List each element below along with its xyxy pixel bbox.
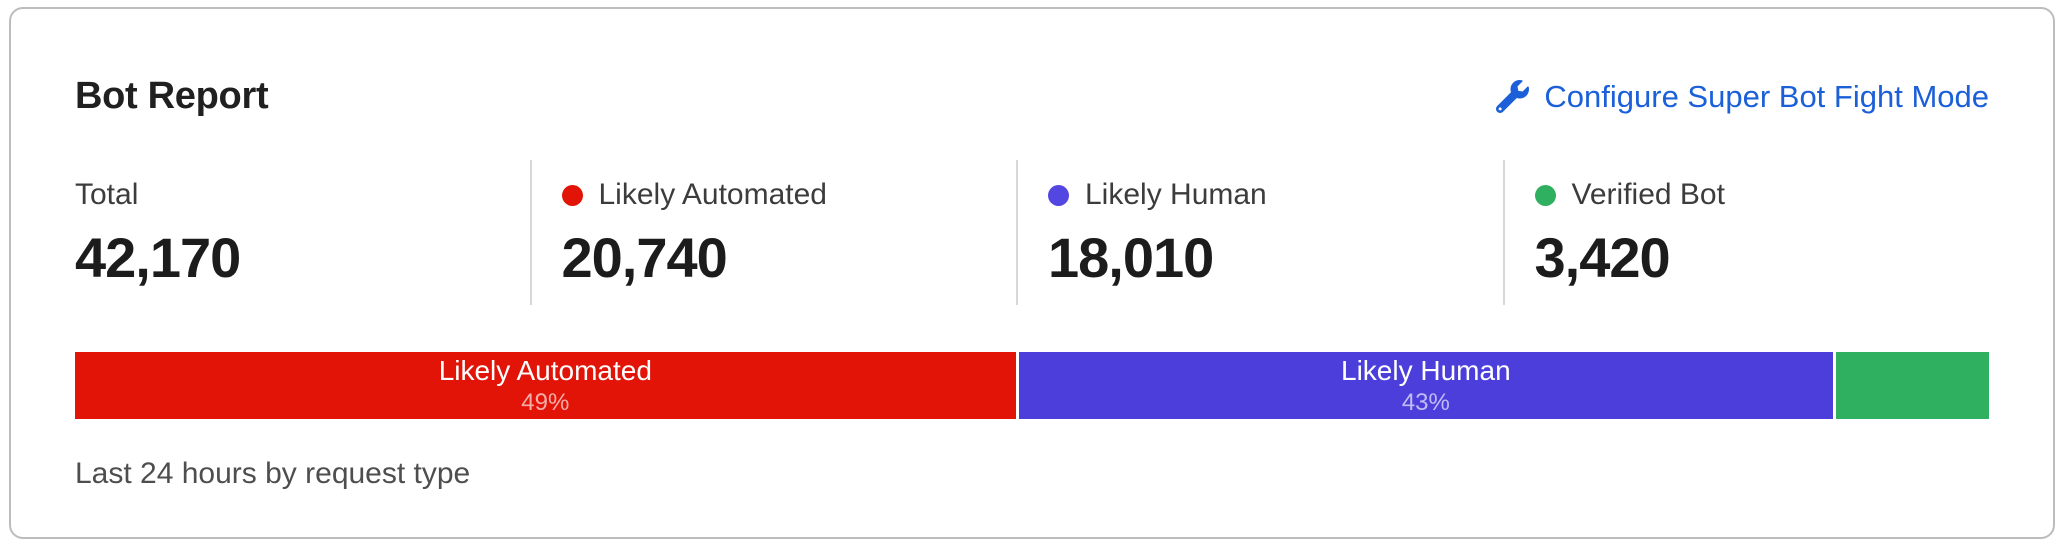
bar-segment-likely-automated-label: Likely Automated (438, 354, 652, 386)
bar-segment-likely-human-percent: 43% (1401, 388, 1450, 416)
bar-segment-likely-human: Likely Human 43% (1018, 352, 1834, 419)
bar-segment-verified-bot (1836, 352, 1989, 419)
stat-total-label: Total (75, 178, 139, 211)
stat-likely-automated-label: Likely Automated (598, 178, 827, 211)
stat-verified-bot: Verified Bot 3,420 (1502, 160, 1990, 305)
caption: Last 24 hours by request type (75, 457, 471, 490)
configure-link-label: Configure Super Bot Fight Mode (1544, 78, 1989, 114)
stat-likely-human-value: 18,010 (1048, 226, 1214, 289)
stat-verified-bot-value: 3,420 (1534, 226, 1671, 289)
bar-segment-likely-automated-percent: 49% (521, 388, 570, 416)
bar-segment-likely-human-label: Likely Human (1341, 354, 1511, 386)
stats-row: Total 42,170 Likely Automated 20,740 Lik… (75, 160, 1989, 305)
verified-bot-dot-icon (1534, 184, 1556, 206)
likely-automated-dot-icon (561, 184, 583, 206)
configure-super-bot-fight-mode-link[interactable]: Configure Super Bot Fight Mode (1496, 79, 1989, 115)
card-header: Bot Report Configure Super Bot Fight Mod… (75, 75, 1989, 118)
wrench-icon (1496, 80, 1530, 113)
card-title: Bot Report (75, 75, 269, 117)
likely-human-dot-icon (1048, 184, 1069, 206)
stat-likely-automated-value: 20,740 (561, 226, 728, 289)
stat-likely-human-label: Likely Human (1085, 178, 1267, 211)
bot-report-card: Bot Report Configure Super Bot Fight Mod… (9, 7, 2055, 539)
stat-verified-bot-label: Verified Bot (1571, 178, 1725, 211)
stat-total: Total 42,170 (75, 160, 530, 305)
stat-total-value: 42,170 (75, 226, 241, 289)
request-type-distribution-bar: Likely Automated 49% Likely Human 43% (75, 352, 1989, 419)
bar-segment-likely-automated: Likely Automated 49% (75, 352, 1016, 419)
stat-likely-human: Likely Human 18,010 (1016, 160, 1503, 305)
stat-likely-automated: Likely Automated 20,740 (529, 160, 1017, 305)
